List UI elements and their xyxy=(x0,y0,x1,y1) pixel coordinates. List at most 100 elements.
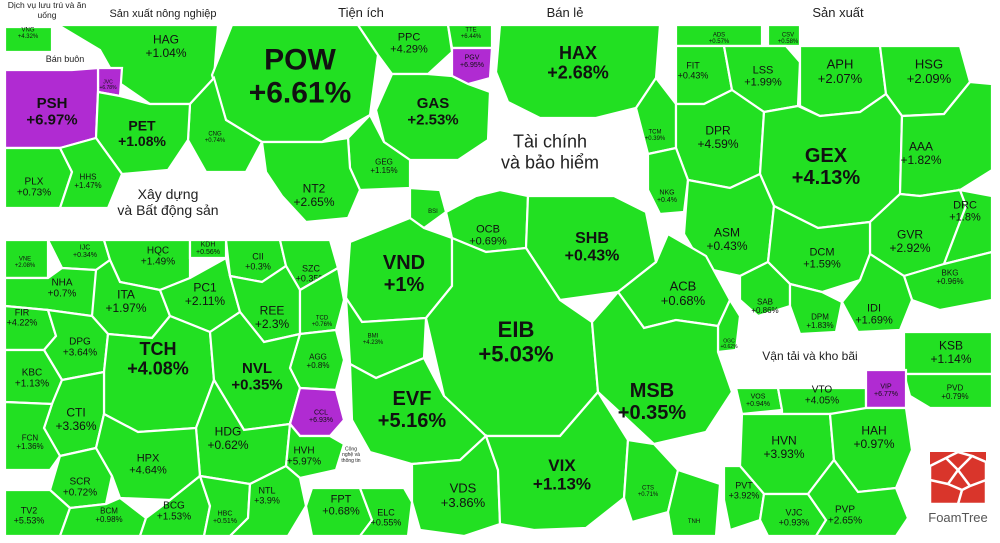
ticker-label: GAS xyxy=(417,95,450,112)
tile-ijc[interactable]: IJC+0.34% xyxy=(46,238,112,272)
tile-ppc[interactable]: PPC+4.29% xyxy=(355,23,454,76)
tile-dpm[interactable]: DPM+1.83% xyxy=(788,282,844,336)
ticker-label: DPR xyxy=(705,124,731,138)
change-label: +1.97% xyxy=(105,301,146,315)
ticker-label: PVT xyxy=(735,480,753,490)
tile-vix[interactable]: VIX+1.13% xyxy=(484,390,630,532)
ticker-label: IJC xyxy=(80,244,91,251)
tile-nt2[interactable]: NT2+2.65% xyxy=(260,136,362,224)
tile-tnh[interactable]: TNH xyxy=(666,468,722,538)
tile-shape-idi[interactable] xyxy=(840,252,914,334)
change-label: +1.08% xyxy=(118,133,166,149)
tile-bsi[interactable]: BSI xyxy=(408,186,448,230)
tile-vng[interactable]: VNG+4.32% xyxy=(3,25,54,54)
tile-pc1[interactable]: PC1+2.11% xyxy=(158,256,242,334)
change-label: +4.05% xyxy=(805,396,839,407)
tile-vne[interactable]: VNE+2.08% xyxy=(3,238,50,280)
tile-kdh[interactable]: KDH+0.56% xyxy=(188,238,228,260)
sector-title-line: Bán lẻ xyxy=(547,5,584,20)
tile-tte[interactable]: TTE+6.44% xyxy=(446,23,494,50)
tile-shape-pvp[interactable] xyxy=(806,458,910,538)
tile-hah[interactable]: HAH+0.97% xyxy=(828,406,914,494)
tile-tcd[interactable]: TCD+0.76% xyxy=(298,266,346,336)
tile-asm[interactable]: ASM+0.43% xyxy=(682,172,776,278)
tile-ccl[interactable]: CCL+6.93% xyxy=(288,386,346,438)
tiles-layer: VNG+4.32% HAG+1.04% POW+6.61%PPC+4.29%TTE+… xyxy=(3,23,994,538)
ticker-label: HHS xyxy=(80,172,97,181)
ticker-label: VIP xyxy=(880,383,892,390)
tile-hvh[interactable]: HVH+5.97% xyxy=(284,421,346,480)
tile-vos[interactable]: VOS+0.94% xyxy=(734,386,784,416)
tile-vto[interactable]: VTO+4.05% xyxy=(776,385,868,416)
tile-pgv[interactable]: PGV+6.95% xyxy=(450,46,494,86)
sector-title-line: uống xyxy=(38,10,57,20)
tile-shape-bsi[interactable] xyxy=(408,186,448,230)
tile-hax[interactable]: HAX+2.68% xyxy=(494,23,662,120)
tile-psh[interactable]: PSH+6.97% xyxy=(3,66,100,150)
sector-title-line: Sản xuất nông nghiệp xyxy=(109,8,216,20)
tile-hpx[interactable]: HPX+4.64% xyxy=(94,412,202,502)
tile-vds[interactable]: VDS+3.86% xyxy=(410,434,502,538)
ticker-label: TNH xyxy=(688,519,700,525)
tile-shape-tcd[interactable] xyxy=(298,266,346,336)
tile-dpg[interactable]: DPG+3.64% xyxy=(42,308,110,382)
tile-pvd[interactable]: PVD+0.79% xyxy=(902,372,994,410)
tile-evf[interactable]: EVF+5.16% xyxy=(348,356,488,466)
tile-shape-cng[interactable] xyxy=(186,75,264,174)
tile-gas[interactable]: GAS+2.53% xyxy=(374,72,492,162)
tile-eib[interactable]: EIB+5.03% xyxy=(424,236,600,438)
tile-dpr[interactable]: DPR+4.59% xyxy=(674,88,766,190)
ticker-label: VTO xyxy=(812,385,833,396)
tile-plx[interactable]: PLX+0.73% xyxy=(3,146,74,210)
tile-ksb[interactable]: KSB+1.14% xyxy=(902,330,994,376)
tile-idi[interactable]: IDI+1.69% xyxy=(840,252,914,334)
change-label: +0.51% xyxy=(213,518,237,525)
ticker-label: HPX xyxy=(137,453,160,465)
change-label: +0.43% xyxy=(565,247,620,264)
change-label: +0.86% xyxy=(751,306,778,315)
tile-tch[interactable]: TCH+4.08% xyxy=(102,314,216,434)
tile-pvp[interactable]: PVP+2.65% xyxy=(806,458,910,538)
tile-nkg[interactable]: NKG+0.4% xyxy=(646,146,690,216)
change-label: +1.15% xyxy=(370,166,397,175)
tile-msb[interactable]: MSB+0.35% xyxy=(590,290,734,446)
tile-hsg[interactable]: HSG+2.09% xyxy=(878,44,972,118)
sector-title-line: và Bất động sản xyxy=(117,202,218,218)
tile-shape-elc[interactable] xyxy=(357,486,414,538)
tile-shape-nkg[interactable] xyxy=(646,146,690,216)
tile-pow[interactable]: POW+6.61% xyxy=(210,23,380,144)
tile-hhs[interactable]: HHS+1.47% xyxy=(58,136,124,210)
sector-xay-dung-va-bat-dong-san: VNE+2.08%IJC+0.34% HQC+1.49%KDH+0.56% CII+… xyxy=(3,238,346,538)
tile-shape-nt2[interactable] xyxy=(260,136,362,224)
tile-ntl[interactable]: NTL+3.9% xyxy=(227,464,308,538)
tile-shape-hax[interactable] xyxy=(494,23,662,120)
change-label: +6.44% xyxy=(461,34,482,40)
tile-shape-pgv[interactable] xyxy=(450,46,494,86)
tile-elc[interactable]: ELC+0.55% xyxy=(357,486,414,538)
tile-drc[interactable]: DRC+1.8% xyxy=(942,188,994,266)
tile-vip[interactable]: VIP+6.77% xyxy=(864,368,908,410)
ticker-label: CSV xyxy=(782,32,794,38)
tile-shape-pvd[interactable] xyxy=(902,372,994,410)
ticker-label: TV2 xyxy=(21,505,38,515)
tile-shape-dpm[interactable] xyxy=(788,282,844,336)
ticker-label: SHB xyxy=(575,230,609,247)
tile-csv[interactable]: CSV+0.58% xyxy=(766,23,802,48)
tile-shape-hhs[interactable] xyxy=(58,136,124,210)
change-label: +4.59% xyxy=(697,137,738,151)
tile-shape-ntl[interactable] xyxy=(227,464,308,538)
ticker-label: EVF xyxy=(393,388,432,410)
ticker-label: CII xyxy=(252,251,264,261)
tile-shape-msb[interactable] xyxy=(590,290,734,446)
tile-hag[interactable]: HAG+1.04% xyxy=(54,23,220,106)
tile-cng[interactable]: CNG+0.74% xyxy=(186,75,264,174)
tile-nvl[interactable]: NVL+0.35% xyxy=(208,310,302,432)
tile-bcm[interactable]: BCM+0.98% xyxy=(58,496,148,538)
tile-shape-vng[interactable] xyxy=(3,25,54,54)
change-label: +0.98% xyxy=(95,515,122,524)
tile-shape-gas[interactable] xyxy=(374,72,492,162)
tile-shape-vix[interactable] xyxy=(484,390,630,532)
tile-ads[interactable]: ADS+0.57% xyxy=(674,23,764,48)
tile-shape-tnh[interactable] xyxy=(666,468,722,538)
tile-gex[interactable]: GEX+4.13% xyxy=(758,92,904,230)
